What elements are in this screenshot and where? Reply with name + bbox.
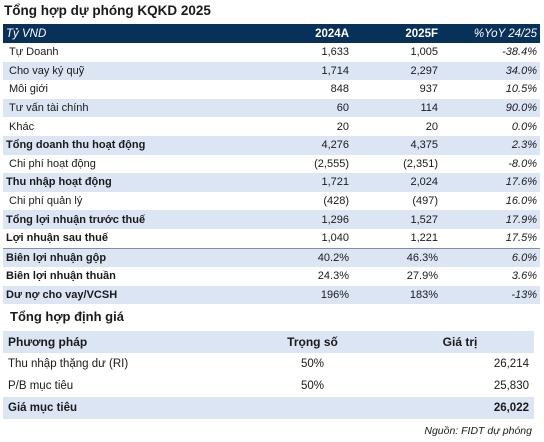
value-yoy: 17.6%	[441, 173, 540, 192]
header-method: Phương pháp	[3, 331, 239, 353]
table-row: Tư vấn tài chính 60 114 90.0%	[3, 98, 540, 118]
table-row: Thu nhập thặng dư (RI) 50% 26,214	[3, 353, 534, 375]
value-yoy: 34.0%	[441, 61, 540, 81]
forecast-header-row: Tỷ VND 2024A 2025F %YoY 24/25	[3, 24, 540, 43]
table-row: Biên lợi nhuận gộp 40.2% 46.3% 6.0%	[3, 247, 540, 268]
row-label: Cho vay ký quỹ	[3, 61, 252, 81]
table-row: Thu nhập hoạt động 1,721 2,024 17.6%	[3, 173, 540, 192]
value-yoy: 17.9%	[441, 210, 540, 229]
value-2024a: 1,721	[252, 173, 352, 192]
method-label: P/B mục tiêu	[8, 380, 74, 392]
method-label: Thu nhập thặng dư (RI)	[8, 358, 129, 370]
value-yoy: -38.4%	[502, 46, 537, 59]
value-2025f: 2,297	[352, 61, 441, 81]
table-row: Tổng lợi nhuận trước thuế 1,296 1,527 17.9%	[3, 210, 540, 229]
value-2025f: 27.9%	[406, 270, 438, 283]
valuation-table: Phương pháp Trọng số Giá trị Thu nhập th…	[3, 331, 534, 419]
total-value: 26,022	[386, 397, 534, 419]
table-row: Cho vay ký quỹ 1,714 2,297 34.0%	[3, 61, 540, 81]
value-2024a: 4,276	[252, 135, 352, 155]
value-2024a: 1,296	[252, 210, 352, 229]
valuation-value: 26,214	[493, 358, 529, 370]
value-2024a: (2,555)	[314, 157, 349, 170]
value-2025f: 20	[425, 120, 438, 133]
row-label: Lợi nhuận sau thuế	[6, 232, 108, 245]
weight-value: 50%	[300, 358, 325, 370]
value-2024a: 60	[252, 98, 352, 118]
table-row: Tự Doanh 1,633 1,005 -38.4%	[3, 43, 540, 62]
value-yoy: 3.6%	[511, 270, 537, 283]
valuation-header-row: Phương pháp Trọng số Giá trị	[3, 331, 534, 353]
total-label: Giá mục tiêu	[3, 397, 239, 419]
value-2024a: (428)	[323, 195, 349, 208]
value-2025f: 183%	[352, 285, 441, 305]
row-label: Biên lợi nhuận gộp	[3, 247, 252, 268]
value-2025f: 4,375	[352, 135, 441, 155]
row-label: Tư vấn tài chính	[3, 98, 252, 118]
table-row: Tổng doanh thu hoạt động 4,276 4,375 2.3%	[3, 135, 540, 155]
value-2024a: 1,714	[252, 61, 352, 81]
value-2024a: 1,633	[321, 46, 349, 59]
row-label: Tổng lợi nhuận trước thuế	[3, 210, 252, 229]
value-2025f: (2,351)	[403, 157, 438, 170]
total-row: Giá mục tiêu 26,022	[3, 397, 534, 419]
header-yoy: %YoY 24/25	[441, 24, 540, 43]
total-spacer	[239, 397, 386, 419]
row-label: Khác	[9, 120, 35, 133]
value-2024a: 20	[336, 120, 349, 133]
row-label: Dư nợ cho vay/VCSH	[3, 285, 252, 305]
value-2025f: 937	[419, 83, 438, 96]
valuation-value: 25,830	[493, 380, 529, 392]
value-2024a: 848	[330, 83, 349, 96]
row-label: Biên lợi nhuận thuần	[6, 270, 116, 283]
table-row: Dư nợ cho vay/VCSH 196% 183% -13%	[3, 285, 540, 305]
value-yoy: 0.0%	[511, 120, 537, 133]
value-2025f: 114	[352, 98, 441, 118]
header-value: Giá trị	[386, 331, 534, 353]
header-2024a: 2024A	[252, 24, 352, 43]
table-row: Khác 20 20 0.0%	[3, 117, 540, 136]
row-label: Tự Doanh	[9, 46, 59, 59]
value-2024a: 196%	[252, 285, 352, 305]
value-yoy: -8.0%	[508, 157, 537, 170]
forecast-table: Tỷ VND 2024A 2025F %YoY 24/25 Tự Doanh 1,…	[3, 24, 540, 305]
source-note: Nguồn: FIDT dự phóng	[424, 425, 532, 437]
value-2025f: 46.3%	[352, 247, 441, 268]
value-yoy: 17.5%	[505, 232, 537, 245]
value-2025f: 2,024	[352, 173, 441, 192]
value-yoy: -13%	[441, 285, 540, 305]
page-title: Tổng hợp dự phóng KQKD 2025	[4, 3, 211, 18]
value-2025f: (497)	[412, 195, 438, 208]
value-yoy: 16.0%	[505, 195, 537, 208]
value-2025f: 1,527	[352, 210, 441, 229]
row-label: Chi phí hoạt động	[9, 157, 96, 170]
table-row: Chi phí hoạt động (2,555) (2,351) -8.0%	[3, 155, 540, 174]
value-yoy: 2.3%	[441, 135, 540, 155]
value-2025f: 1,005	[410, 46, 438, 59]
table-row: Môi giới 848 937 10.5%	[3, 80, 540, 99]
row-label: Thu nhập hoạt động	[3, 173, 252, 192]
value-yoy: 90.0%	[441, 98, 540, 118]
table-row: Biên lợi nhuận thuần 24.3% 27.9% 3.6%	[3, 267, 540, 286]
header-weight: Trọng số	[239, 331, 386, 353]
table-row: Chi phí quản lý (428) (497) 16.0%	[3, 192, 540, 211]
row-label: Chi phí quản lý	[9, 195, 83, 208]
value-2024a: 40.2%	[252, 247, 352, 268]
row-label: Tổng doanh thu hoạt động	[3, 135, 252, 155]
valuation-title: Tổng hợp định giá	[10, 309, 124, 324]
value-2024a: 24.3%	[317, 270, 349, 283]
table-row: P/B mục tiêu 50% 25,830	[3, 375, 534, 397]
header-unit: Tỷ VND	[3, 24, 252, 43]
value-2025f: 1,221	[410, 232, 438, 245]
table-row: Lợi nhuận sau thuế 1,040 1,221 17.5%	[3, 229, 540, 248]
header-2025f: 2025F	[352, 24, 441, 43]
value-yoy: 10.5%	[505, 83, 537, 96]
value-yoy: 6.0%	[441, 247, 540, 268]
weight-value: 50%	[300, 380, 325, 392]
row-label: Môi giới	[9, 83, 48, 96]
value-2024a: 1,040	[321, 232, 349, 245]
